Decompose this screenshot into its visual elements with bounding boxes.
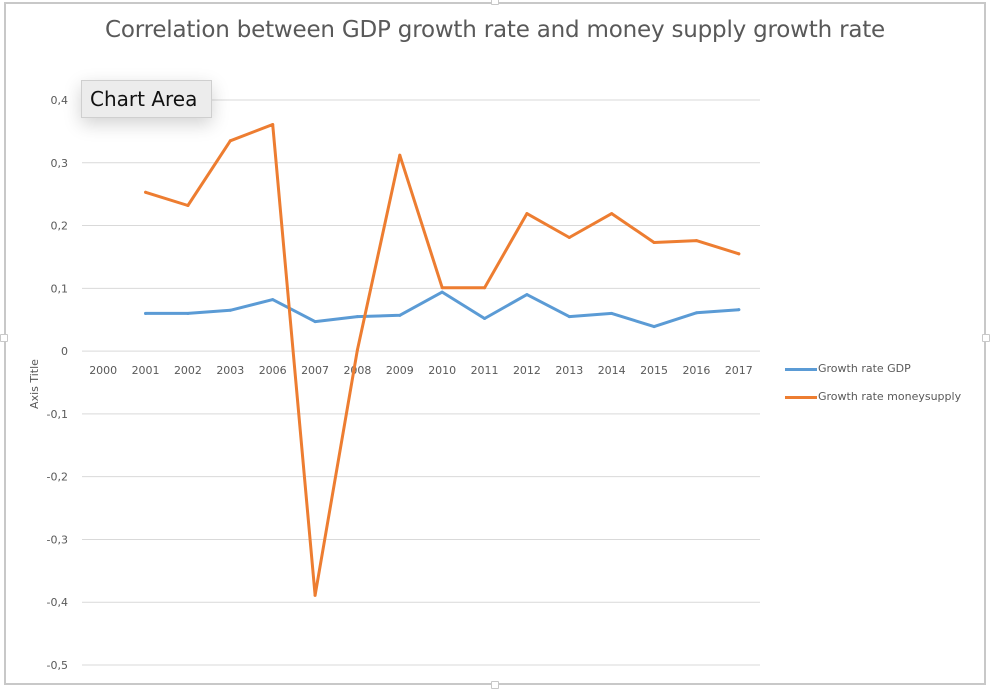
data-point[interactable] [228,139,232,143]
data-point[interactable] [610,311,614,315]
x-tick-label: 2003 [216,364,244,377]
x-tick-label: 2002 [174,364,202,377]
x-tick-label: 2016 [682,364,710,377]
y-tick-label: 0,1 [51,282,69,295]
data-point[interactable] [567,235,571,239]
data-point[interactable] [483,286,487,290]
data-point[interactable] [652,325,656,329]
x-tick-label: 2008 [343,364,371,377]
series-lines [144,122,741,597]
x-tick-label: 2013 [555,364,583,377]
data-point[interactable] [271,122,275,126]
data-point[interactable] [355,315,359,319]
x-tick-label: 2014 [598,364,626,377]
x-tick-label: 2011 [471,364,499,377]
series-line-gdp[interactable] [144,290,741,329]
resize-handle-left[interactable] [0,334,8,342]
x-tick-label: 2007 [301,364,329,377]
data-point[interactable] [144,190,148,194]
data-point[interactable] [525,212,529,216]
x-axis-ticks: 2000 2001 2002 2003 2006 2007 2008 2009 2010 2011… [89,364,753,377]
legend-item-money[interactable]: Growth rate moneysupply [785,390,961,403]
data-point[interactable] [694,311,698,315]
gridlines [82,99,760,666]
data-point[interactable] [228,308,232,312]
y-tick-label: -0,1 [47,408,68,421]
x-tick-label: 2015 [640,364,668,377]
data-point[interactable] [355,348,359,352]
y-tick-label: -0,2 [47,471,68,484]
data-point[interactable] [398,153,402,157]
x-tick-label: 2009 [386,364,414,377]
y-tick-label: 0,3 [51,157,69,170]
legend-swatch-money [785,395,817,399]
data-point[interactable] [313,593,317,597]
y-tick-label: -0,3 [47,533,68,546]
x-tick-label: 2017 [725,364,753,377]
data-point[interactable] [694,239,698,243]
data-point[interactable] [440,286,444,290]
data-point[interactable] [567,315,571,319]
chart-area-tooltip: Chart Area [81,80,212,118]
data-point[interactable] [737,308,741,312]
legend-label-gdp: Growth rate GDP [818,362,911,375]
x-tick-label: 2001 [132,364,160,377]
y-tick-label: 0 [61,345,68,358]
series-line-money-supply[interactable] [144,123,741,597]
y-tick-label: 0,4 [51,94,69,107]
y-tick-label: -0,5 [47,659,68,672]
data-point[interactable] [144,311,148,315]
resize-handle-top[interactable] [491,0,499,5]
resize-handle-bottom[interactable] [491,681,499,689]
x-tick-label: 2006 [259,364,287,377]
data-point[interactable] [652,241,656,245]
legend-item-gdp[interactable]: Growth rate GDP [785,362,911,375]
data-point[interactable] [186,203,190,207]
data-point[interactable] [271,298,275,302]
data-point[interactable] [737,252,741,256]
y-axis-title[interactable]: Axis Title [28,359,41,409]
data-point[interactable] [610,212,614,216]
x-tick-label: 2010 [428,364,456,377]
legend-label-money: Growth rate moneysupply [818,390,962,403]
data-point[interactable] [440,290,444,294]
data-point[interactable] [525,293,529,297]
y-axis-ticks: 0,4 0,3 0,2 0,1 0 -0,1 -0,2 -0,3 -0,4 -0,5 [47,94,68,672]
data-point[interactable] [398,313,402,317]
x-tick-label: 2000 [89,364,117,377]
data-point[interactable] [313,320,317,324]
y-tick-label: -0,4 [47,596,68,609]
data-point[interactable] [186,311,190,315]
chart-title[interactable]: Correlation between GDP growth rate and … [104,17,886,43]
x-tick-label: 2012 [513,364,541,377]
data-point[interactable] [483,316,487,320]
legend-swatch-gdp [785,367,817,371]
y-tick-label: 0,2 [51,220,69,233]
